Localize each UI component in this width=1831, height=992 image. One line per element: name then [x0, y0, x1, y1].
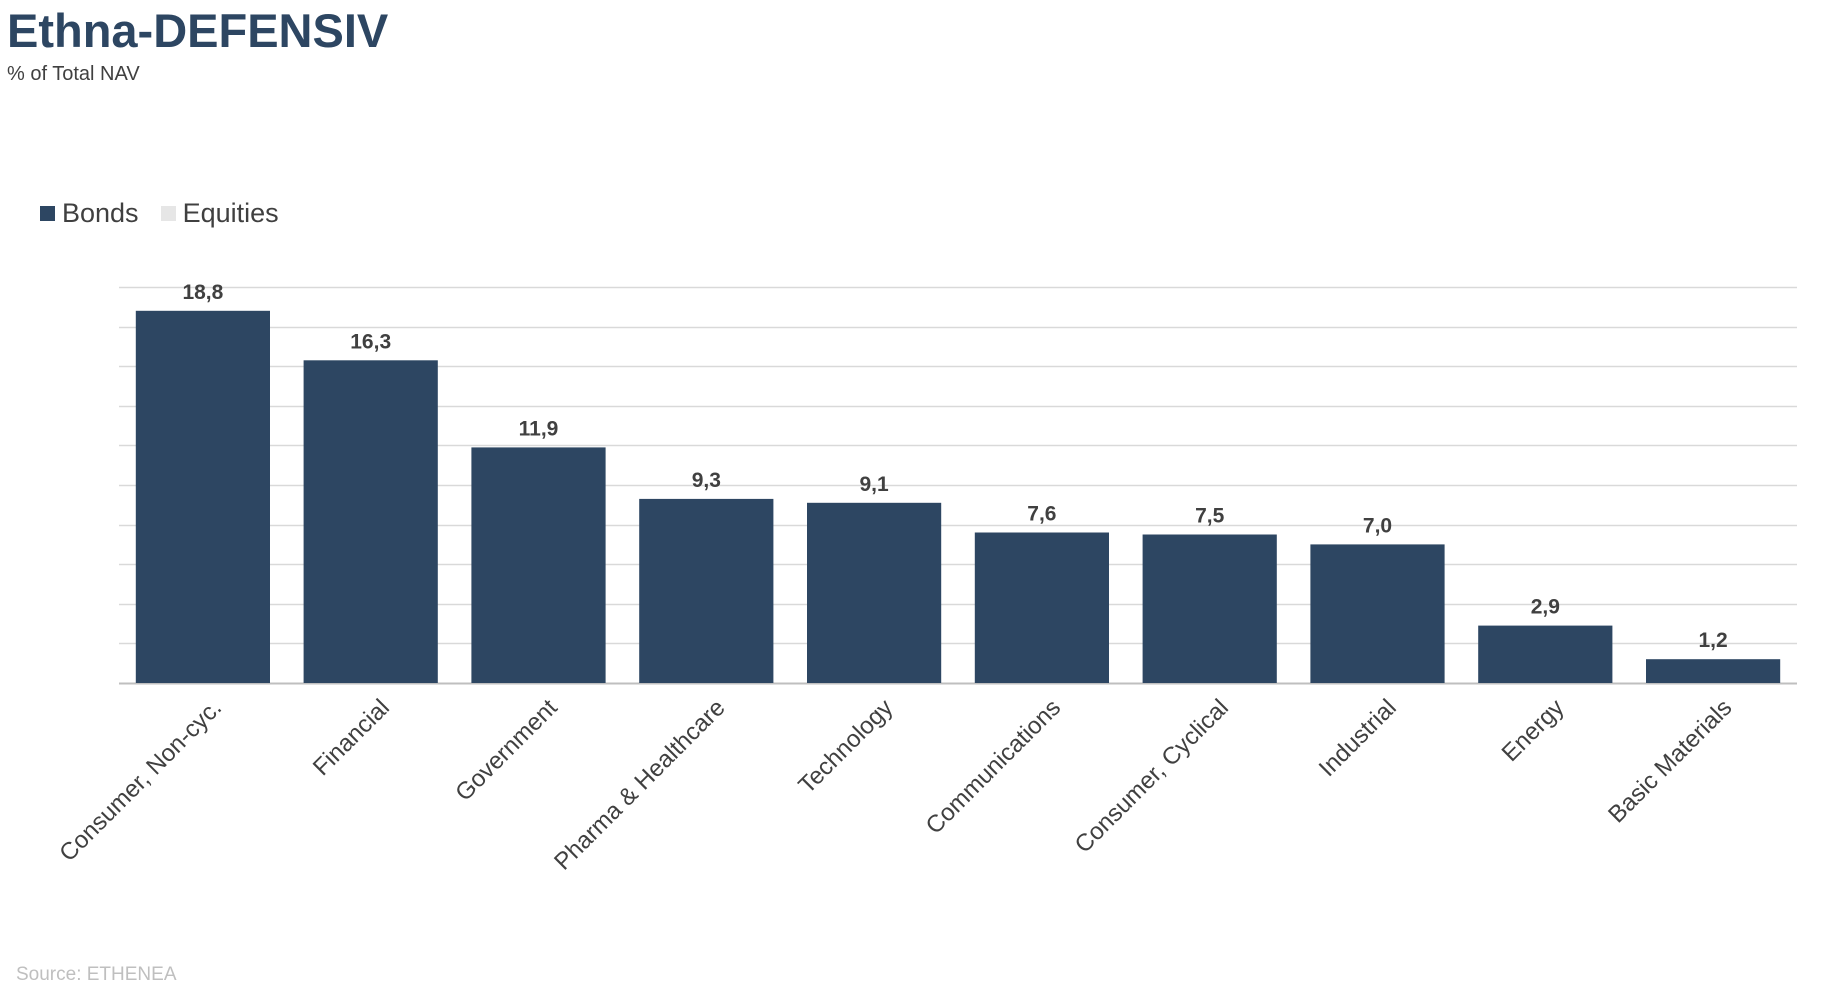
- bar-bonds: [135, 310, 270, 683]
- legend-item-equities: Equities: [160, 197, 279, 229]
- legend-swatch-equities: [160, 205, 176, 221]
- category-label: Financial: [308, 694, 395, 781]
- bar-bonds: [974, 532, 1109, 683]
- category-label: Industrial: [1314, 694, 1402, 782]
- category-label: Technology: [793, 694, 898, 799]
- bar-bonds: [303, 360, 438, 683]
- bar-bonds: [471, 447, 606, 683]
- category-label: Government: [450, 694, 563, 807]
- category-label: Consumer, Cyclical: [1070, 694, 1234, 858]
- source-note: Source: ETHENEA: [16, 964, 177, 985]
- category-label: Pharma & Healthcare: [549, 694, 730, 875]
- category-label: Basic Materials: [1603, 694, 1737, 828]
- data-label: 7,0: [1363, 514, 1392, 537]
- legend-label-equities: Equities: [182, 198, 279, 228]
- chart-subtitle: % of Total NAV: [7, 63, 140, 85]
- data-label: 11,9: [519, 417, 559, 440]
- bar-bonds: [807, 502, 942, 683]
- bar-bonds: [1646, 659, 1781, 683]
- legend-label-bonds: Bonds: [62, 198, 139, 228]
- data-label: 9,3: [692, 469, 721, 492]
- legend-swatch-bonds: [40, 205, 55, 221]
- bar-bonds: [1478, 625, 1613, 683]
- category-label: Consumer, Non-cyc.: [54, 694, 227, 867]
- data-label: 2,9: [1531, 596, 1560, 619]
- data-label: 7,5: [1195, 505, 1225, 528]
- data-label: 7,6: [1027, 503, 1056, 526]
- legend-item-bonds: Bonds: [40, 197, 139, 229]
- data-label: 16,3: [350, 330, 391, 353]
- category-label: Communications: [921, 694, 1066, 839]
- bar-bonds: [1310, 544, 1445, 683]
- bar-bonds: [1142, 534, 1277, 683]
- chart-legend: Bonds Equities: [40, 197, 301, 229]
- bar-bonds: [639, 498, 774, 683]
- category-label: Energy: [1497, 694, 1570, 767]
- data-label: 1,2: [1698, 629, 1727, 652]
- chart-title: Ethna-DEFENSIV: [7, 4, 389, 57]
- data-label: 18,8: [182, 281, 223, 304]
- data-label: 9,1: [859, 473, 889, 496]
